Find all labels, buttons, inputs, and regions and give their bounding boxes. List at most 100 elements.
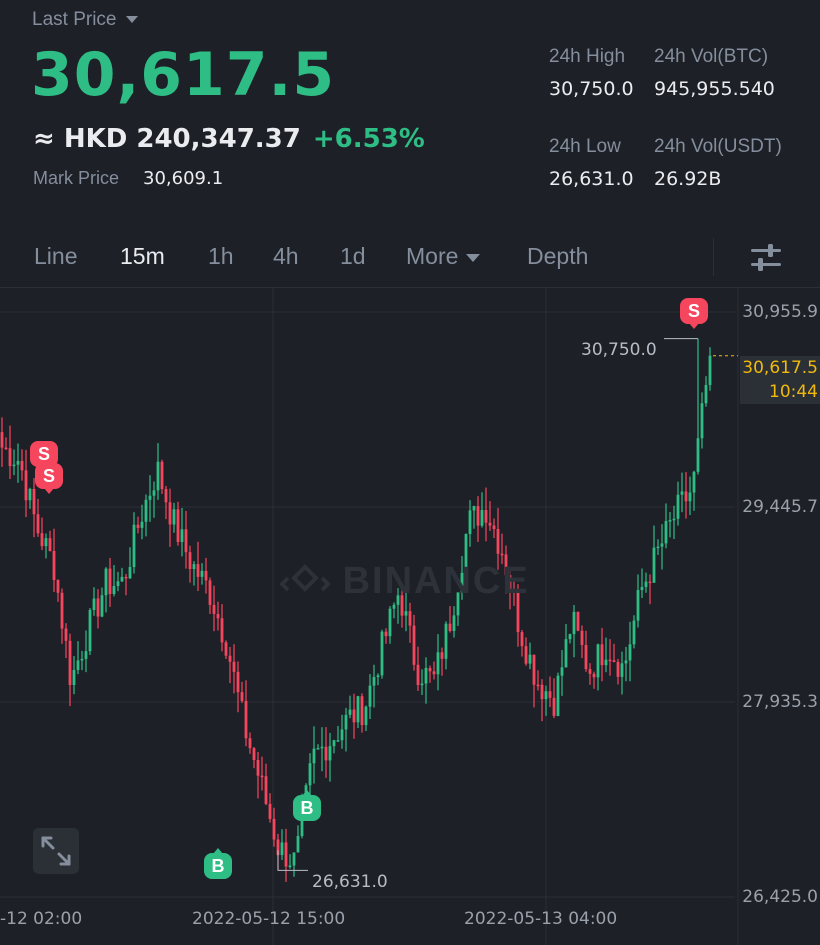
candle-down [488,522,492,526]
candle-down [584,644,588,670]
change-percent: +6.53% [312,124,425,154]
marker-pointer [302,790,312,796]
candle-up [528,654,532,664]
mark-price-value: 30,609.1 [143,168,224,189]
candle-up [120,576,124,582]
candle-down [96,598,100,617]
candle-down [484,510,488,523]
tab-1h[interactable]: 1h [208,243,234,269]
candle-up [664,521,668,544]
vol-usdt-label: 24h Vol(USDT) [654,136,782,157]
candle-down [204,570,208,581]
candle-down [212,604,216,614]
candle-down [276,839,280,856]
candle-down [168,502,172,525]
x-tick-label: 2022-05-12 15:00 [192,909,346,929]
candle-down [384,631,388,637]
candle-down [500,553,504,556]
tab-depth[interactable]: Depth [527,243,589,269]
candle-up [636,590,640,621]
candle-down [272,818,276,840]
candle-up [628,644,632,661]
candle-up [12,464,16,467]
buy-marker[interactable]: B [204,848,232,879]
current-price-tag: 30,617.5 10:44 [740,356,820,404]
candle-down [32,488,36,515]
tab-4h[interactable]: 4h [273,243,299,269]
candle-up [388,608,392,637]
candle-down [220,618,224,643]
candle-up [544,691,548,700]
tab-more[interactable]: More [406,243,481,270]
sell-marker-label: S [35,463,63,489]
sell-marker-label: S [680,298,708,324]
candle-down [136,524,140,528]
x-tick-label: -12 02:00 [0,909,83,929]
candle-down [216,613,220,619]
candle-down [648,581,652,584]
candle-up [652,547,656,583]
low-annotation: 26,631.0 [312,872,388,892]
candle-up [356,696,360,723]
candle-down [252,748,256,761]
candle-down [52,550,56,581]
chart-settings-icon[interactable] [746,241,786,275]
candlestick-chart[interactable] [0,288,820,945]
last-price-label[interactable]: Last Price [32,9,139,31]
candle-up [460,572,464,593]
candle-up [572,611,576,635]
candle-up [112,585,116,595]
candle-up [564,639,568,668]
candle-down [548,691,552,698]
candle-up [692,471,696,493]
tabs-divider [713,238,714,276]
candle-down [524,646,528,664]
candle-up [632,620,636,645]
candle-down [540,684,544,700]
candle-down [576,611,580,631]
sell-marker[interactable]: S [680,298,708,329]
candle-up [308,763,312,786]
fiat-price: ≈ HKD 240,347.37 +6.53% [33,124,425,154]
buy-marker-label: B [204,853,232,879]
candle-down [228,655,232,662]
tab-15m[interactable]: 15m [120,243,165,269]
candle-up [396,595,400,605]
candle-up [172,509,176,525]
candle-up [472,506,476,511]
candle-down [40,533,44,547]
candle-up [300,808,304,836]
tab-line[interactable]: Line [34,243,78,269]
vol-btc-value: 945,955.540 [654,78,775,100]
watermark-text: BINANCE [342,560,530,602]
candle-down [260,775,264,778]
candle-up [336,740,340,742]
candle-down [400,595,404,616]
candle-down [232,661,236,672]
buy-marker[interactable]: B [293,790,321,821]
candle-down [108,568,112,595]
candle-up [556,675,560,716]
candle-up [464,534,468,573]
tab-more-label: More [406,243,459,269]
candle-up [404,611,408,616]
candle-up [696,438,700,472]
candle-down [684,491,688,502]
candle-up [332,740,336,747]
sell-marker[interactable]: S [35,463,63,494]
candle-down [176,509,180,543]
candle-up [672,518,676,521]
candle-down [188,552,192,570]
candle-up [148,495,152,500]
binance-logo-icon [279,564,331,592]
candle-down [520,632,524,647]
candle-down [512,590,516,593]
candle-up [420,683,424,686]
tab-1d[interactable]: 1d [340,243,366,269]
candle-up [640,587,644,591]
candle-up [340,729,344,741]
fullscreen-button[interactable] [33,828,79,874]
vol-btc-label: 24h Vol(BTC) [654,46,769,67]
candle-down [496,529,500,554]
candle-up [424,668,428,684]
